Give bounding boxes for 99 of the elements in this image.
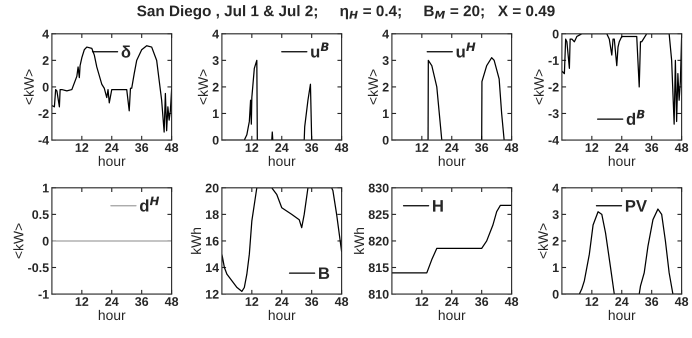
y-tick-label: 1 [42, 184, 49, 192]
x-tick-label: 24 [275, 297, 289, 306]
y-axis-title: kWh [190, 228, 201, 254]
y-axis-title: <kW> [538, 223, 548, 258]
x-axis-title: hour [438, 156, 466, 166]
y-tick-label: -1 [548, 56, 559, 65]
y-tick-label: -3 [548, 109, 559, 118]
y-axis-title: <kW> [368, 69, 378, 104]
y-tick-label: 1 [212, 109, 219, 118]
x-axis-title: hour [608, 310, 636, 320]
legend-label: δ [122, 45, 130, 58]
x-axis-title: hour [98, 156, 126, 166]
y-tick-label: 0 [42, 236, 49, 246]
x-tick-label: 24 [445, 143, 459, 152]
y-tick-label: 16 [206, 236, 219, 246]
y-tick-label: 1 [552, 263, 559, 272]
y-tick-label: 4 [42, 30, 50, 38]
x-tick-label: 12 [586, 143, 598, 152]
y-tick-label: 0 [42, 82, 49, 92]
y-tick-label: 2 [42, 56, 49, 65]
y-tick-label: -0.5 [28, 263, 49, 272]
y-axis-title: kWh [354, 228, 364, 254]
x-tick-label: 36 [305, 143, 318, 152]
y-tick-label: -1 [38, 290, 49, 299]
y-axis-title: <kW> [13, 223, 24, 258]
x-tick-label: 12 [586, 297, 598, 306]
x-tick-label: 48 [164, 297, 178, 306]
x-axis-title: hour [438, 310, 466, 320]
y-tick-label: 18 [206, 210, 219, 220]
x-tick-label: 12 [76, 297, 88, 306]
y-tick-label: 0 [382, 136, 389, 145]
x-tick-label: 48 [504, 143, 518, 152]
x-tick-label: 12 [246, 143, 258, 152]
y-tick-label: 0 [552, 30, 559, 38]
y-tick-label: -2 [548, 82, 559, 92]
line-series [52, 45, 172, 133]
y-tick-label: 1 [382, 109, 389, 118]
y-tick-label: 0 [212, 136, 219, 145]
line-series [222, 188, 342, 292]
legend-label: d$^{H}$ [140, 196, 160, 212]
y-tick-label: 4 [552, 184, 560, 192]
x-tick-label: 12 [416, 143, 428, 152]
y-axis-title: <kW> [198, 69, 208, 104]
legend-label: u$^{B}$ [311, 42, 329, 58]
x-tick-label: 12 [246, 297, 258, 306]
x-tick-label: 24 [275, 143, 289, 152]
y-tick-label: 20 [206, 184, 219, 192]
x-tick-label: 24 [445, 297, 459, 306]
x-tick-label: 48 [674, 143, 688, 152]
x-tick-label: 48 [504, 297, 518, 306]
y-tick-label: 0.5 [32, 210, 49, 220]
legend-label: u$^{H}$ [456, 42, 476, 58]
x-tick-label: 24 [105, 297, 119, 306]
x-tick-label: 36 [475, 143, 488, 152]
y-tick-label: 810 [368, 290, 389, 299]
y-tick-label: 14 [206, 263, 220, 272]
x-axis-title: hour [98, 310, 126, 320]
x-axis-title: hour [608, 156, 636, 166]
y-axis-title: <kW> [534, 69, 544, 104]
y-tick-label: 2 [552, 236, 559, 246]
x-tick-label: 12 [416, 297, 428, 306]
legend-label: B [319, 267, 330, 279]
x-tick-label: 48 [164, 143, 178, 152]
x-tick-label: 36 [135, 143, 148, 152]
x-tick-label: 36 [645, 143, 658, 152]
x-tick-label: 36 [645, 297, 658, 306]
legend-label: d$^{B}$ [626, 110, 645, 125]
x-tick-label: 24 [615, 143, 629, 152]
y-tick-label: 2 [212, 82, 219, 92]
y-tick-label: -2 [38, 109, 49, 118]
x-tick-label: 48 [334, 297, 348, 306]
y-axis-title: <kW> [24, 69, 34, 104]
y-tick-label: -4 [38, 136, 50, 145]
x-tick-label: 36 [305, 297, 318, 306]
y-tick-label: 830 [368, 184, 389, 192]
y-tick-label: 3 [212, 56, 219, 66]
y-tick-label: 815 [368, 263, 389, 272]
y-tick-label: 3 [552, 210, 559, 220]
x-tick-label: 12 [76, 143, 88, 152]
y-tick-label: 0 [552, 290, 559, 299]
x-tick-label: 48 [334, 143, 348, 152]
y-tick-label: 4 [382, 30, 390, 38]
y-tick-label: -4 [548, 136, 560, 145]
y-tick-label: 825 [368, 210, 389, 220]
y-tick-label: 4 [212, 30, 220, 38]
x-axis-title: hour [268, 310, 296, 320]
y-tick-label: 2 [382, 82, 389, 92]
text: San Diego , Jul 1 & Jul 2; η$_{H}$ = 0.4; B$_{M}$ = 20; X = 0.49 [137, 5, 555, 20]
x-tick-label: 24 [615, 297, 629, 306]
y-tick-label: 12 [206, 290, 219, 299]
y-tick-label: 820 [368, 236, 389, 246]
x-tick-label: 48 [674, 297, 688, 306]
legend-label: PV [626, 200, 647, 212]
legend-label: H [433, 200, 443, 212]
x-axis-title: hour [268, 156, 296, 166]
x-tick-label: 36 [475, 297, 488, 306]
y-tick-label: 3 [382, 56, 389, 66]
x-tick-label: 36 [135, 297, 148, 306]
x-tick-label: 24 [105, 143, 119, 152]
